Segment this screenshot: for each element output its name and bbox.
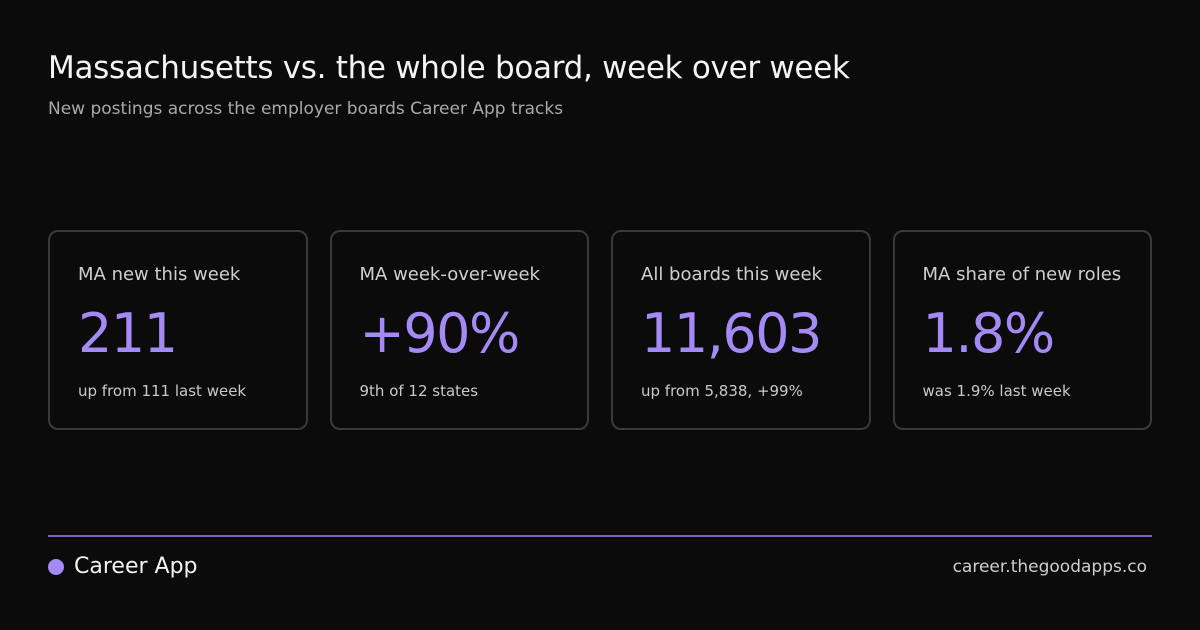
- stat-note: up from 5,838, +99%: [641, 382, 803, 400]
- stat-label: MA share of new roles: [922, 264, 1122, 285]
- stat-value: 1.8%: [922, 302, 1056, 365]
- stat-value: +90%: [359, 302, 521, 365]
- subtitle: New postings across the employer boards …: [48, 99, 564, 119]
- stat-note: up from 111 last week: [78, 382, 247, 400]
- stat-value: 211: [78, 302, 178, 365]
- stat-card: MA week-over-week +90% 9th of 12 states: [329, 230, 589, 430]
- stat-value: 11,603: [641, 302, 822, 365]
- brand: Career App: [74, 554, 198, 579]
- stat-card: All boards this week 11,603 up from 5,838,…: [611, 230, 871, 430]
- title: Massachusetts vs. the whole board, week …: [48, 50, 850, 86]
- stat-card: MA share of new roles 1.8% was 1.9% last w…: [892, 230, 1152, 430]
- stat-note: was 1.9% last week: [922, 382, 1071, 400]
- stat-card: MA new this week 211 up from 111 last week: [48, 230, 308, 430]
- stat-note: 9th of 12 states: [359, 382, 479, 400]
- stat-label: All boards this week: [641, 264, 822, 285]
- stat-label: MA week-over-week: [359, 264, 540, 285]
- stat-cards: MA new this week 211 up from 111 last week…: [48, 180, 1152, 480]
- divider: [48, 535, 1152, 537]
- stat-label: MA new this week: [78, 264, 241, 285]
- url: career.thegoodapps.co: [952, 557, 1147, 577]
- brand-dot: [48, 559, 64, 575]
